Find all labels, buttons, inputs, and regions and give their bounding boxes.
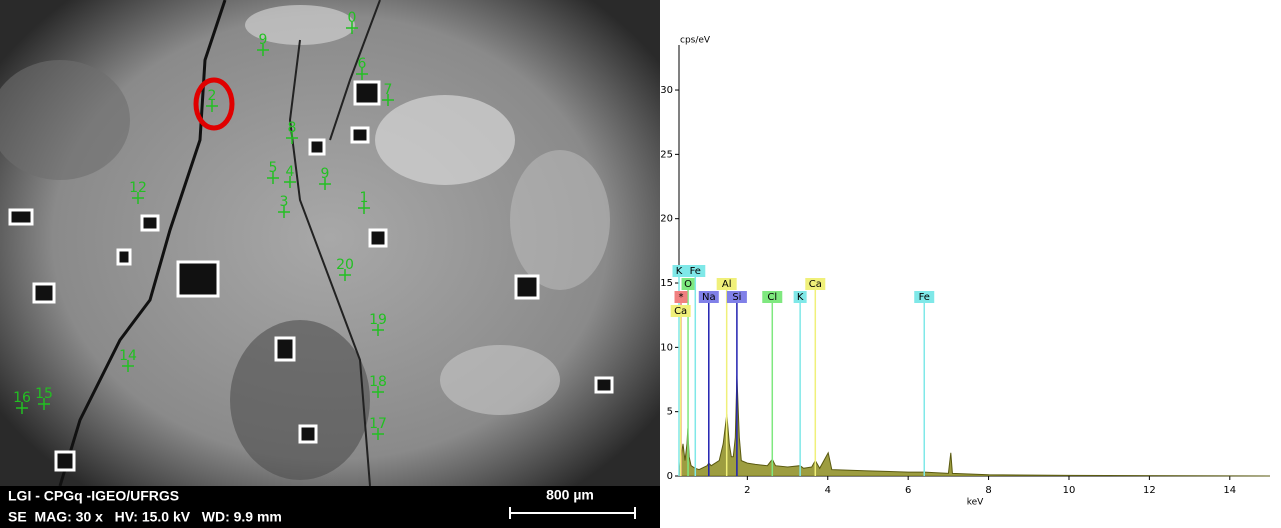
sem-image: 9 0 6 7 2 8 54 9 3 1 12 20 19 14 1615 18 17 LGI - CPGq -… xyxy=(0,0,660,528)
point-label: 1 xyxy=(360,190,369,206)
point-label: 7 xyxy=(384,82,393,98)
crystal xyxy=(10,210,32,224)
point-label: 19 xyxy=(369,312,387,328)
spectrum-line xyxy=(679,376,1270,476)
x-tick-label: 2 xyxy=(744,485,750,496)
x-axis-label: keV xyxy=(967,498,984,508)
dark-region xyxy=(230,320,370,480)
point-label: 16 xyxy=(13,390,31,406)
element-label: Ca xyxy=(809,279,822,290)
point-label: 3 xyxy=(280,194,289,210)
y-tick-label: 15 xyxy=(660,278,673,289)
crystal xyxy=(300,426,316,442)
x-tick-label: 10 xyxy=(1063,485,1076,496)
point-label: 6 xyxy=(358,56,367,72)
x-tick-label: 4 xyxy=(825,485,831,496)
crystal xyxy=(355,82,379,104)
element-label: Ca xyxy=(674,306,687,317)
y-tick-label: 0 xyxy=(667,471,673,482)
crystal xyxy=(34,284,54,302)
point-label: 12 xyxy=(129,180,147,196)
acquisition-info: SE MAG: 30 x HV: 15.0 kV WD: 9.9 mm xyxy=(8,509,282,525)
point-label: 14 xyxy=(119,348,137,364)
bright-region xyxy=(510,150,610,290)
lab-label: LGI - CPGq -IGEO/UFRGS xyxy=(8,488,179,504)
point-label: 9 xyxy=(321,166,330,182)
y-tick-label: 5 xyxy=(667,407,673,418)
element-label: Na xyxy=(702,292,716,303)
element-label: Al xyxy=(722,279,732,290)
crystal xyxy=(370,230,386,246)
crystal xyxy=(56,452,74,470)
element-label: Si xyxy=(732,292,741,303)
point-label: 17 xyxy=(369,416,387,432)
y-tick-label: 20 xyxy=(660,214,673,225)
bright-region xyxy=(375,95,515,185)
point-label: 2 xyxy=(208,88,217,104)
y-tick-label: 30 xyxy=(660,85,673,96)
crystal xyxy=(596,378,612,392)
element-label: K xyxy=(676,266,683,277)
figure: 906728549311220191416151817 LGI - CPGq -… xyxy=(0,0,1281,528)
element-label: O xyxy=(684,279,692,290)
point-label: 4 xyxy=(286,164,295,180)
x-tick-label: 12 xyxy=(1143,485,1156,496)
point-label: 15 xyxy=(35,386,53,402)
crystal xyxy=(178,262,218,296)
crystal xyxy=(142,216,158,230)
point-label: 9 xyxy=(259,32,268,48)
spectrum-chart: cps/eV keV 0 5 10 15 20 25 30 2 4 6 8 10 12 14 K Fe O Al C… xyxy=(660,36,1270,508)
point-label: 5 xyxy=(269,160,278,176)
x-tick-label: 6 xyxy=(905,485,911,496)
element-label: * xyxy=(679,292,684,303)
x-tick-label: 14 xyxy=(1223,485,1236,496)
page: {"sem_image": { "footer_line1": "LGI - C… xyxy=(0,0,1281,528)
crystal xyxy=(516,276,538,298)
crystal xyxy=(310,140,324,154)
crystal xyxy=(276,338,294,360)
element-label: Fe xyxy=(690,266,701,277)
crystal xyxy=(352,128,368,142)
element-label: K xyxy=(797,292,804,303)
point-label: 18 xyxy=(369,374,387,390)
element-label: Cl xyxy=(767,292,777,303)
crystal xyxy=(118,250,130,264)
spectrum-area xyxy=(679,376,1270,476)
point-label: 0 xyxy=(348,10,357,26)
point-label: 20 xyxy=(336,257,354,273)
y-tick-label: 25 xyxy=(660,149,673,160)
scale-bar-label: 800 µm xyxy=(546,487,594,503)
element-label: Fe xyxy=(919,292,930,303)
point-label: 8 xyxy=(288,120,297,136)
x-tick-label: 8 xyxy=(985,485,991,496)
bright-region xyxy=(440,345,560,415)
y-tick-label: 10 xyxy=(660,342,673,353)
y-unit-label: cps/eV xyxy=(680,36,711,46)
